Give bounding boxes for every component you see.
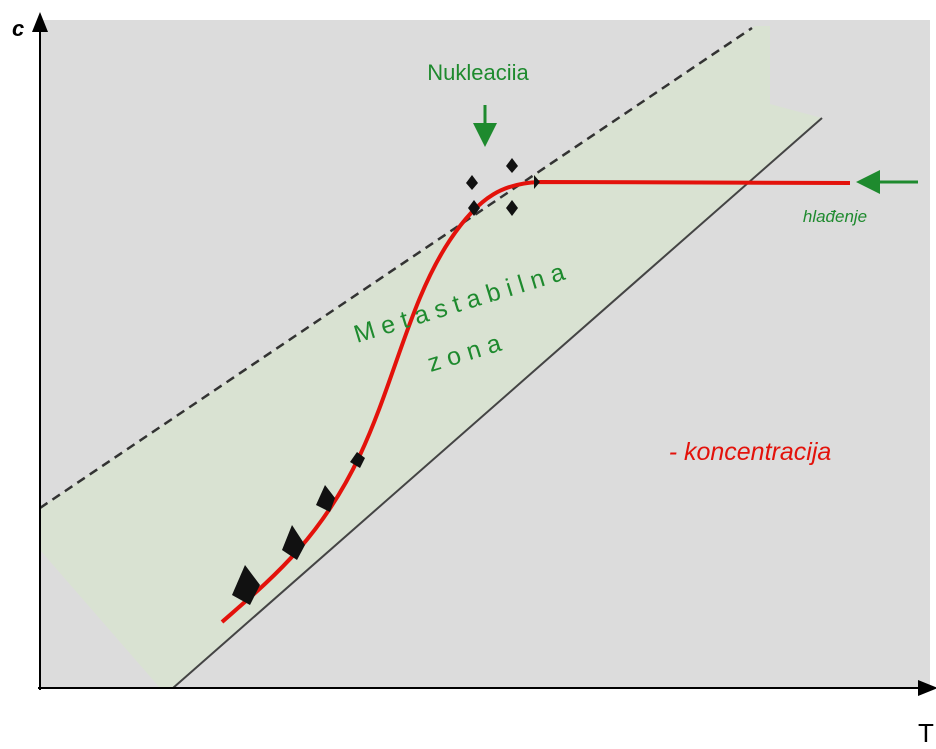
cooling-label: hlađenje (803, 207, 867, 226)
crystals (232, 158, 540, 605)
concentration-curve (220, 179, 851, 624)
metastable-zone (40, 26, 822, 688)
y-axis-label: c (12, 16, 24, 41)
solubility-line (172, 117, 823, 689)
legend-label: - koncentracija (669, 438, 832, 466)
supersolubility-line (39, 26, 753, 510)
x-axis-label: T (918, 718, 934, 748)
nucleation-label: Nukleaciia (427, 60, 529, 85)
